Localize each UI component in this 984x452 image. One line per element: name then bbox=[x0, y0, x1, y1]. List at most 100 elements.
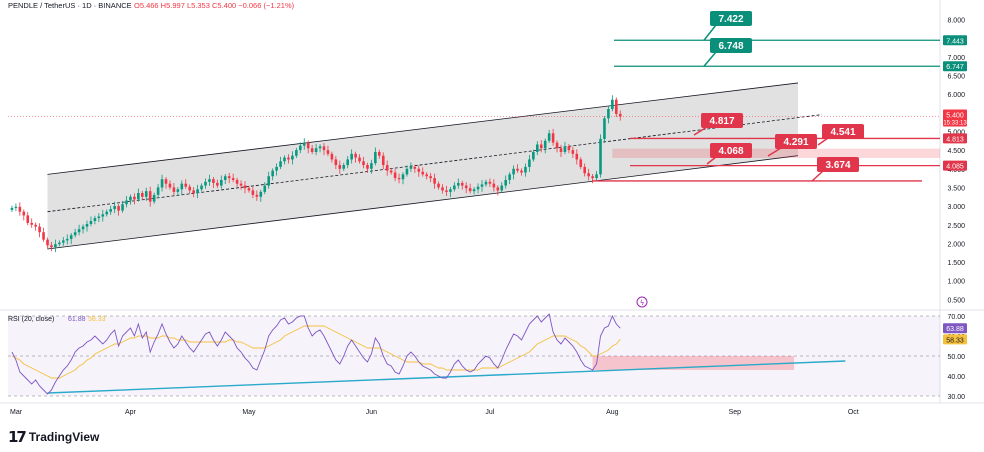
candle[interactable] bbox=[22, 211, 26, 216]
candle[interactable] bbox=[259, 191, 263, 197]
candle[interactable] bbox=[429, 176, 432, 179]
candle[interactable] bbox=[374, 151, 377, 164]
candle[interactable] bbox=[551, 133, 555, 143]
candle[interactable] bbox=[472, 189, 476, 192]
candle[interactable] bbox=[10, 207, 14, 210]
candle[interactable] bbox=[524, 166, 527, 173]
candle[interactable] bbox=[409, 166, 413, 169]
candle[interactable] bbox=[504, 179, 507, 186]
candle[interactable] bbox=[279, 161, 282, 167]
candle[interactable] bbox=[464, 185, 468, 189]
candle[interactable] bbox=[611, 99, 614, 110]
candle[interactable] bbox=[334, 159, 338, 166]
candle[interactable] bbox=[105, 211, 109, 215]
candle[interactable] bbox=[295, 150, 298, 156]
candle[interactable] bbox=[212, 179, 215, 183]
candle[interactable] bbox=[196, 189, 199, 194]
candle[interactable] bbox=[346, 159, 349, 166]
candle[interactable] bbox=[97, 216, 101, 219]
candle[interactable] bbox=[385, 165, 389, 171]
zone-callout-low[interactable]: 4.291 bbox=[767, 134, 817, 157]
candle[interactable] bbox=[457, 182, 460, 186]
candle[interactable] bbox=[299, 145, 302, 151]
candle[interactable] bbox=[437, 183, 440, 188]
candle[interactable] bbox=[362, 161, 365, 166]
support-callout-1[interactable]: 4.817 bbox=[693, 113, 743, 136]
candle[interactable] bbox=[109, 209, 112, 212]
candle[interactable] bbox=[216, 182, 219, 186]
candle[interactable] bbox=[310, 148, 314, 152]
candle[interactable] bbox=[172, 187, 176, 192]
candle[interactable] bbox=[65, 238, 69, 241]
candle[interactable] bbox=[543, 140, 547, 149]
candle[interactable] bbox=[275, 166, 278, 171]
candle[interactable] bbox=[239, 183, 243, 186]
candle[interactable] bbox=[81, 226, 85, 230]
candle[interactable] bbox=[283, 157, 286, 162]
candle[interactable] bbox=[121, 204, 124, 211]
candle[interactable] bbox=[370, 163, 373, 169]
candle[interactable] bbox=[441, 187, 444, 191]
candle[interactable] bbox=[73, 232, 77, 236]
candle[interactable] bbox=[291, 155, 294, 160]
candle[interactable] bbox=[184, 183, 188, 187]
candle[interactable] bbox=[607, 109, 610, 119]
candle[interactable] bbox=[251, 190, 255, 195]
candle[interactable] bbox=[453, 185, 456, 190]
candle[interactable] bbox=[129, 196, 132, 201]
candle[interactable] bbox=[480, 184, 484, 187]
candle[interactable] bbox=[532, 151, 535, 160]
candle[interactable] bbox=[579, 159, 583, 167]
candle[interactable] bbox=[263, 185, 267, 192]
candle[interactable] bbox=[267, 176, 270, 186]
candle[interactable] bbox=[326, 150, 330, 154]
candle[interactable] bbox=[26, 215, 30, 223]
price-pane[interactable]: 8.0007.5007.0006.5006.0005.5005.0004.500… bbox=[0, 0, 984, 404]
candle[interactable] bbox=[160, 179, 164, 188]
resistance-callout-2[interactable]: 6.748 bbox=[703, 38, 752, 67]
candle[interactable] bbox=[615, 99, 618, 114]
candle[interactable] bbox=[393, 172, 397, 179]
candle[interactable] bbox=[476, 186, 480, 190]
candle[interactable] bbox=[148, 191, 152, 202]
candle[interactable] bbox=[599, 138, 602, 175]
candle[interactable] bbox=[417, 168, 421, 172]
candle[interactable] bbox=[30, 222, 33, 225]
candle[interactable] bbox=[38, 226, 41, 233]
candle[interactable] bbox=[227, 176, 231, 179]
candle[interactable] bbox=[200, 185, 203, 190]
candle[interactable] bbox=[539, 144, 543, 149]
candle[interactable] bbox=[113, 206, 116, 210]
candle[interactable] bbox=[492, 183, 496, 188]
tradingview-logo[interactable]: 17 TradingView bbox=[8, 428, 99, 446]
candle[interactable] bbox=[204, 181, 207, 186]
candle[interactable] bbox=[164, 179, 168, 184]
candle[interactable] bbox=[591, 176, 594, 179]
candle[interactable] bbox=[563, 146, 567, 152]
candle[interactable] bbox=[547, 133, 551, 141]
support-callout-3[interactable]: 3.674 bbox=[811, 157, 859, 182]
channel-lower-line[interactable] bbox=[47, 155, 799, 250]
candle[interactable] bbox=[397, 178, 401, 180]
candle[interactable] bbox=[314, 148, 318, 152]
candle[interactable] bbox=[330, 153, 334, 160]
rsi-line[interactable] bbox=[11, 313, 621, 395]
resistance-callout-1[interactable]: 7.422 bbox=[703, 11, 752, 41]
candle[interactable] bbox=[168, 183, 172, 188]
candle[interactable] bbox=[223, 176, 227, 180]
candle[interactable] bbox=[500, 185, 504, 191]
candle[interactable] bbox=[468, 188, 472, 192]
candle[interactable] bbox=[496, 187, 500, 191]
candle[interactable] bbox=[512, 168, 515, 175]
candle[interactable] bbox=[287, 157, 290, 160]
candle[interactable] bbox=[389, 170, 393, 173]
candle[interactable] bbox=[176, 189, 180, 192]
support-zone[interactable] bbox=[612, 148, 940, 158]
candle[interactable] bbox=[603, 118, 606, 139]
channel-upper-line[interactable] bbox=[47, 82, 799, 175]
candle[interactable] bbox=[101, 214, 105, 217]
candle[interactable] bbox=[381, 155, 385, 166]
rsi-support-zone[interactable] bbox=[592, 356, 795, 370]
candle[interactable] bbox=[575, 153, 579, 160]
